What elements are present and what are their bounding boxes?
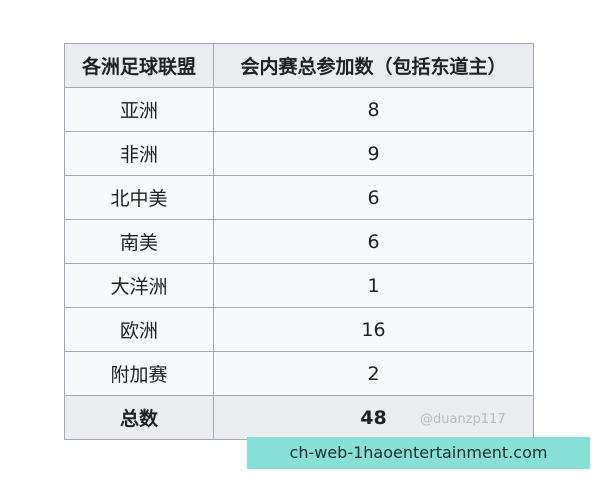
count-cell: 6 [213,219,534,264]
total-count: 48 [213,395,534,440]
count-cell: 6 [213,175,534,220]
table-row: 欧洲 16 [64,307,534,352]
count-cell: 1 [213,263,534,308]
total-row: 总数 48 [64,395,534,440]
count-cell: 9 [213,131,534,176]
confederation-cell: 欧洲 [64,307,214,352]
table-header-row: 各洲足球联盟 会内赛总参加数（包括东道主） [64,43,534,88]
confederation-cell: 大洋洲 [64,263,214,308]
url-banner: ch-web-1haoentertainment.com [247,437,590,469]
watermark: @duanzp117 [420,412,506,427]
table-row: 大洋洲 1 [64,263,534,308]
confederation-cell: 非洲 [64,131,214,176]
confederation-cell: 北中美 [64,175,214,220]
table-row: 附加赛 2 [64,351,534,396]
table-row: 北中美 6 [64,175,534,220]
table-row: 非洲 9 [64,131,534,176]
header-count: 会内赛总参加数（包括东道主） [213,43,534,88]
table-row: 南美 6 [64,219,534,264]
confederation-table: 各洲足球联盟 会内赛总参加数（包括东道主） 亚洲 8 非洲 9 北中美 6 南美 6 大… [64,43,534,440]
confederation-cell: 附加赛 [64,351,214,396]
header-confederation: 各洲足球联盟 [64,43,214,88]
count-cell: 16 [213,307,534,352]
total-label: 总数 [64,395,214,440]
confederation-cell: 亚洲 [64,87,214,132]
confederation-cell: 南美 [64,219,214,264]
table-row: 亚洲 8 [64,87,534,132]
count-cell: 8 [213,87,534,132]
count-cell: 2 [213,351,534,396]
